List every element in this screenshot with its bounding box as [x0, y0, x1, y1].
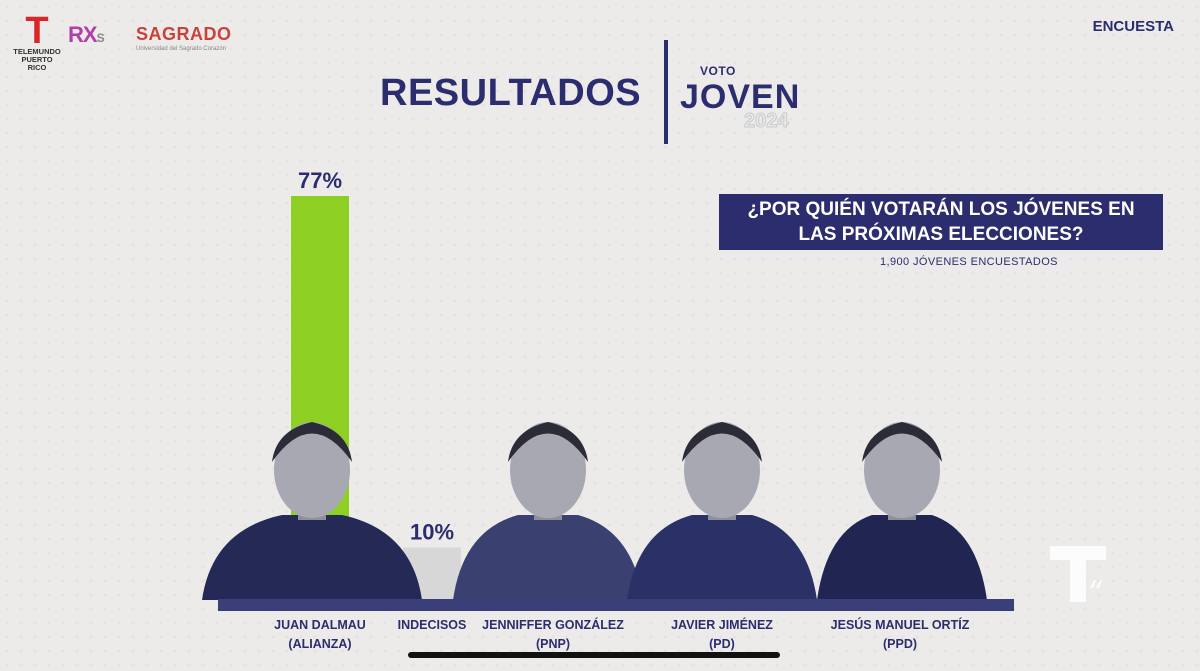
candidate-photo-0: [202, 422, 422, 600]
candidate-label-1: INDECISOS: [347, 616, 517, 635]
voto-label: VOTO: [700, 64, 736, 78]
candidate-label-2: JENNIFFER GONZÁLEZ (PNP): [468, 616, 638, 654]
candidate-name: JESÚS MANUEL ORTÍZ: [830, 618, 970, 632]
year-label: 2024: [744, 110, 789, 133]
telemundo-watermark-icon: [1050, 546, 1106, 602]
candidate-party: (PD): [709, 637, 735, 651]
candidate-label-0: JUAN DALMAU (ALIANZA): [235, 616, 405, 654]
candidate-name: JENNIFFER GONZÁLEZ: [482, 618, 624, 632]
bar-value-label-0: 77%: [298, 168, 342, 193]
telemundo-logo: T TELEMUNDO PUERTO RICO: [13, 10, 61, 72]
candidate-party: (ALIANZA): [288, 637, 352, 651]
candidate-label-4: JESÚS MANUEL ORTÍZ (PPD): [815, 616, 985, 654]
candidate-photo-4: [817, 422, 987, 600]
question-line-1: ¿POR QUIÉN VOTARÁN LOS JÓVENES EN: [747, 199, 1135, 220]
candidate-photo-2: [453, 422, 643, 600]
rx-logo: RXS: [68, 22, 105, 47]
candidate-name: INDECISOS: [397, 618, 467, 632]
candidate-name: JAVIER JIMÉNEZ: [671, 618, 773, 632]
candidate-photo-3: [627, 422, 817, 600]
question-banner: ¿POR QUIÉN VOTARÁN LOS JÓVENES EN LAS PR…: [719, 194, 1163, 250]
page-title: RESULTADOS: [380, 72, 642, 114]
candidate-party: (PPD): [882, 637, 918, 651]
candidate-name: JUAN DALMAU: [274, 618, 366, 632]
question-line-2: LAS PRÓXIMAS ELECCIONES?: [798, 224, 1084, 245]
joven-label: JOVEN: [680, 78, 801, 116]
candidate-party: (PNP): [535, 637, 571, 651]
candidate-label-3: JAVIER JIMÉNEZ (PD): [637, 616, 807, 654]
surveyed-count: 1,900 JÓVENES ENCUESTADOS: [880, 256, 1058, 268]
sagrado-logo: SAGRADO Universidad del Sagrado Corazón: [136, 24, 232, 52]
title-divider: [664, 40, 668, 144]
home-indicator: [408, 652, 780, 658]
chart-baseline: [218, 599, 1014, 611]
bar-value-label-1: 10%: [410, 520, 454, 545]
encuesta-label: ENCUESTA: [1092, 18, 1174, 35]
